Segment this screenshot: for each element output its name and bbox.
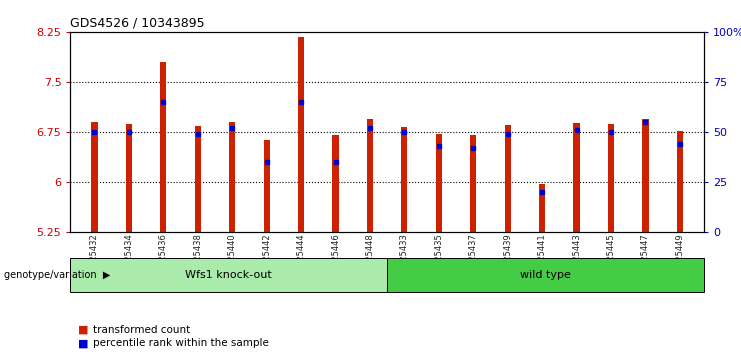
Bar (436, 134, 442, 232)
Text: wild type: wild type (520, 270, 571, 280)
Bar (642, 119, 648, 232)
Text: ■: ■ (78, 338, 88, 348)
Text: genotype/variation  ▶: genotype/variation ▶ (4, 270, 110, 280)
Bar (677, 131, 683, 232)
Bar (333, 135, 339, 232)
Bar (264, 140, 270, 232)
Bar (574, 123, 579, 232)
Bar (367, 119, 373, 232)
Text: GDS4526 / 10343895: GDS4526 / 10343895 (70, 16, 205, 29)
Bar (160, 62, 167, 232)
Bar (539, 184, 545, 232)
Bar (91, 122, 98, 232)
Text: percentile rank within the sample: percentile rank within the sample (93, 338, 268, 348)
Bar (126, 124, 132, 232)
Bar (608, 124, 614, 232)
Bar (195, 126, 201, 232)
Text: ■: ■ (78, 325, 88, 335)
Text: transformed count: transformed count (93, 325, 190, 335)
Bar (229, 122, 236, 232)
Bar (470, 135, 476, 232)
Bar (298, 37, 305, 232)
Bar (505, 125, 511, 232)
Text: Wfs1 knock-out: Wfs1 knock-out (185, 270, 272, 280)
Bar (402, 127, 408, 232)
